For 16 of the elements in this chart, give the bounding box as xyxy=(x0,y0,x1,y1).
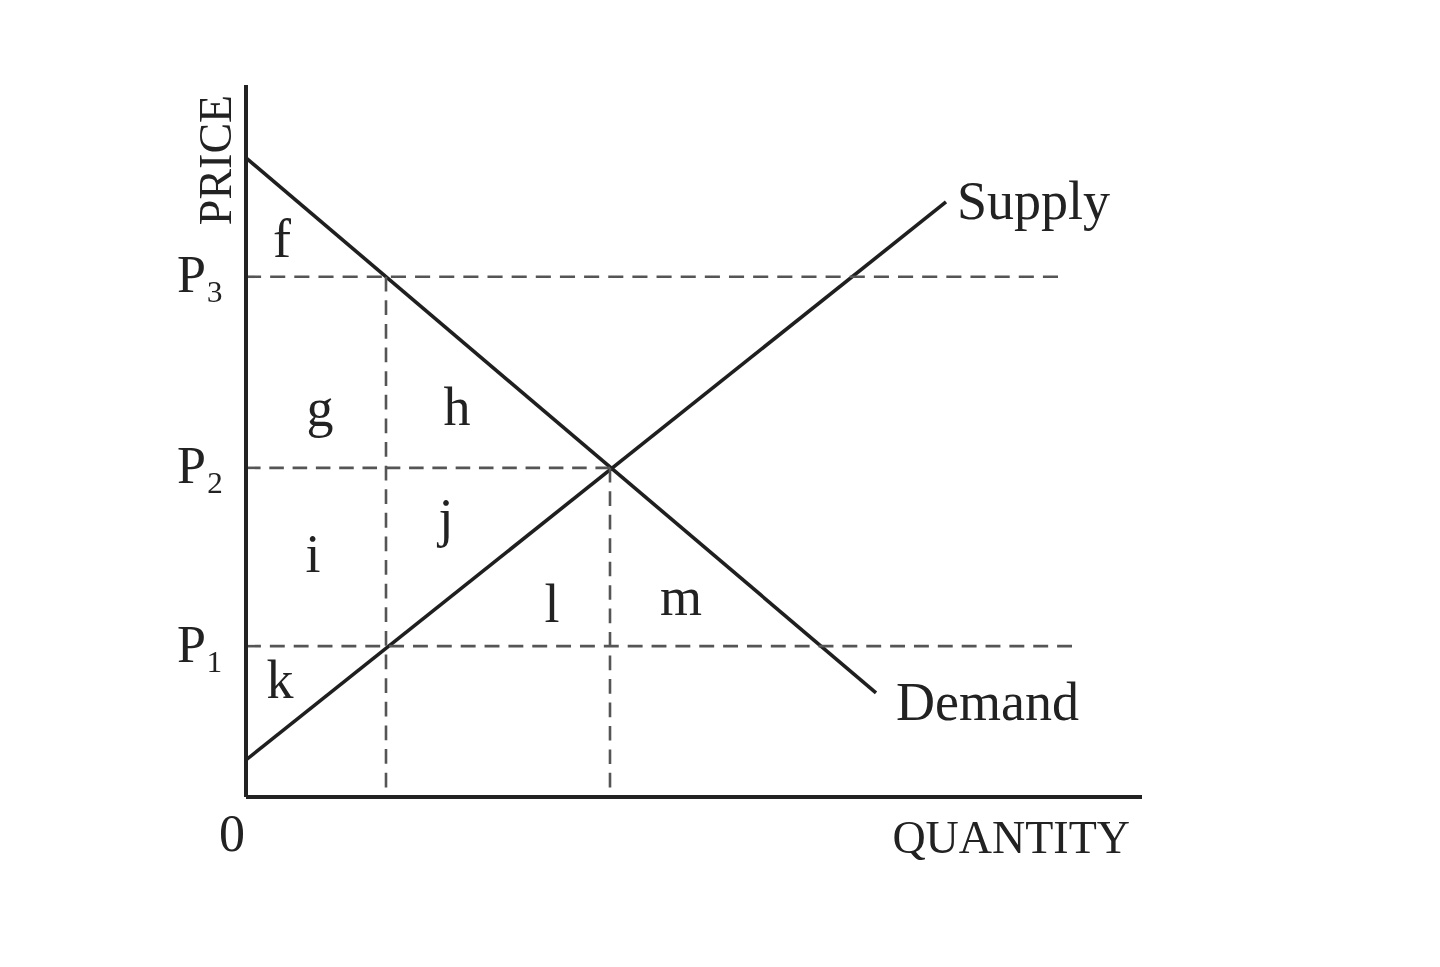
series-label: P₂ xyxy=(176,437,224,495)
series-label: Supply xyxy=(957,170,1111,231)
text: 0 xyxy=(219,805,245,862)
annotation: k xyxy=(266,650,294,710)
annotation: h xyxy=(443,377,471,437)
y-axis-title: PRICE xyxy=(189,94,241,226)
x-axis-title: QUANTITY xyxy=(892,812,1130,863)
annotation: f xyxy=(273,209,292,269)
annotation: l xyxy=(544,574,560,634)
annotation: i xyxy=(305,524,321,584)
annotation: m xyxy=(659,567,703,627)
series-label: P₁ xyxy=(176,615,224,673)
annotation: g xyxy=(306,378,334,438)
annotation: j xyxy=(436,488,454,548)
series-label: Demand xyxy=(896,671,1079,732)
series-label: P₃ xyxy=(176,246,224,304)
